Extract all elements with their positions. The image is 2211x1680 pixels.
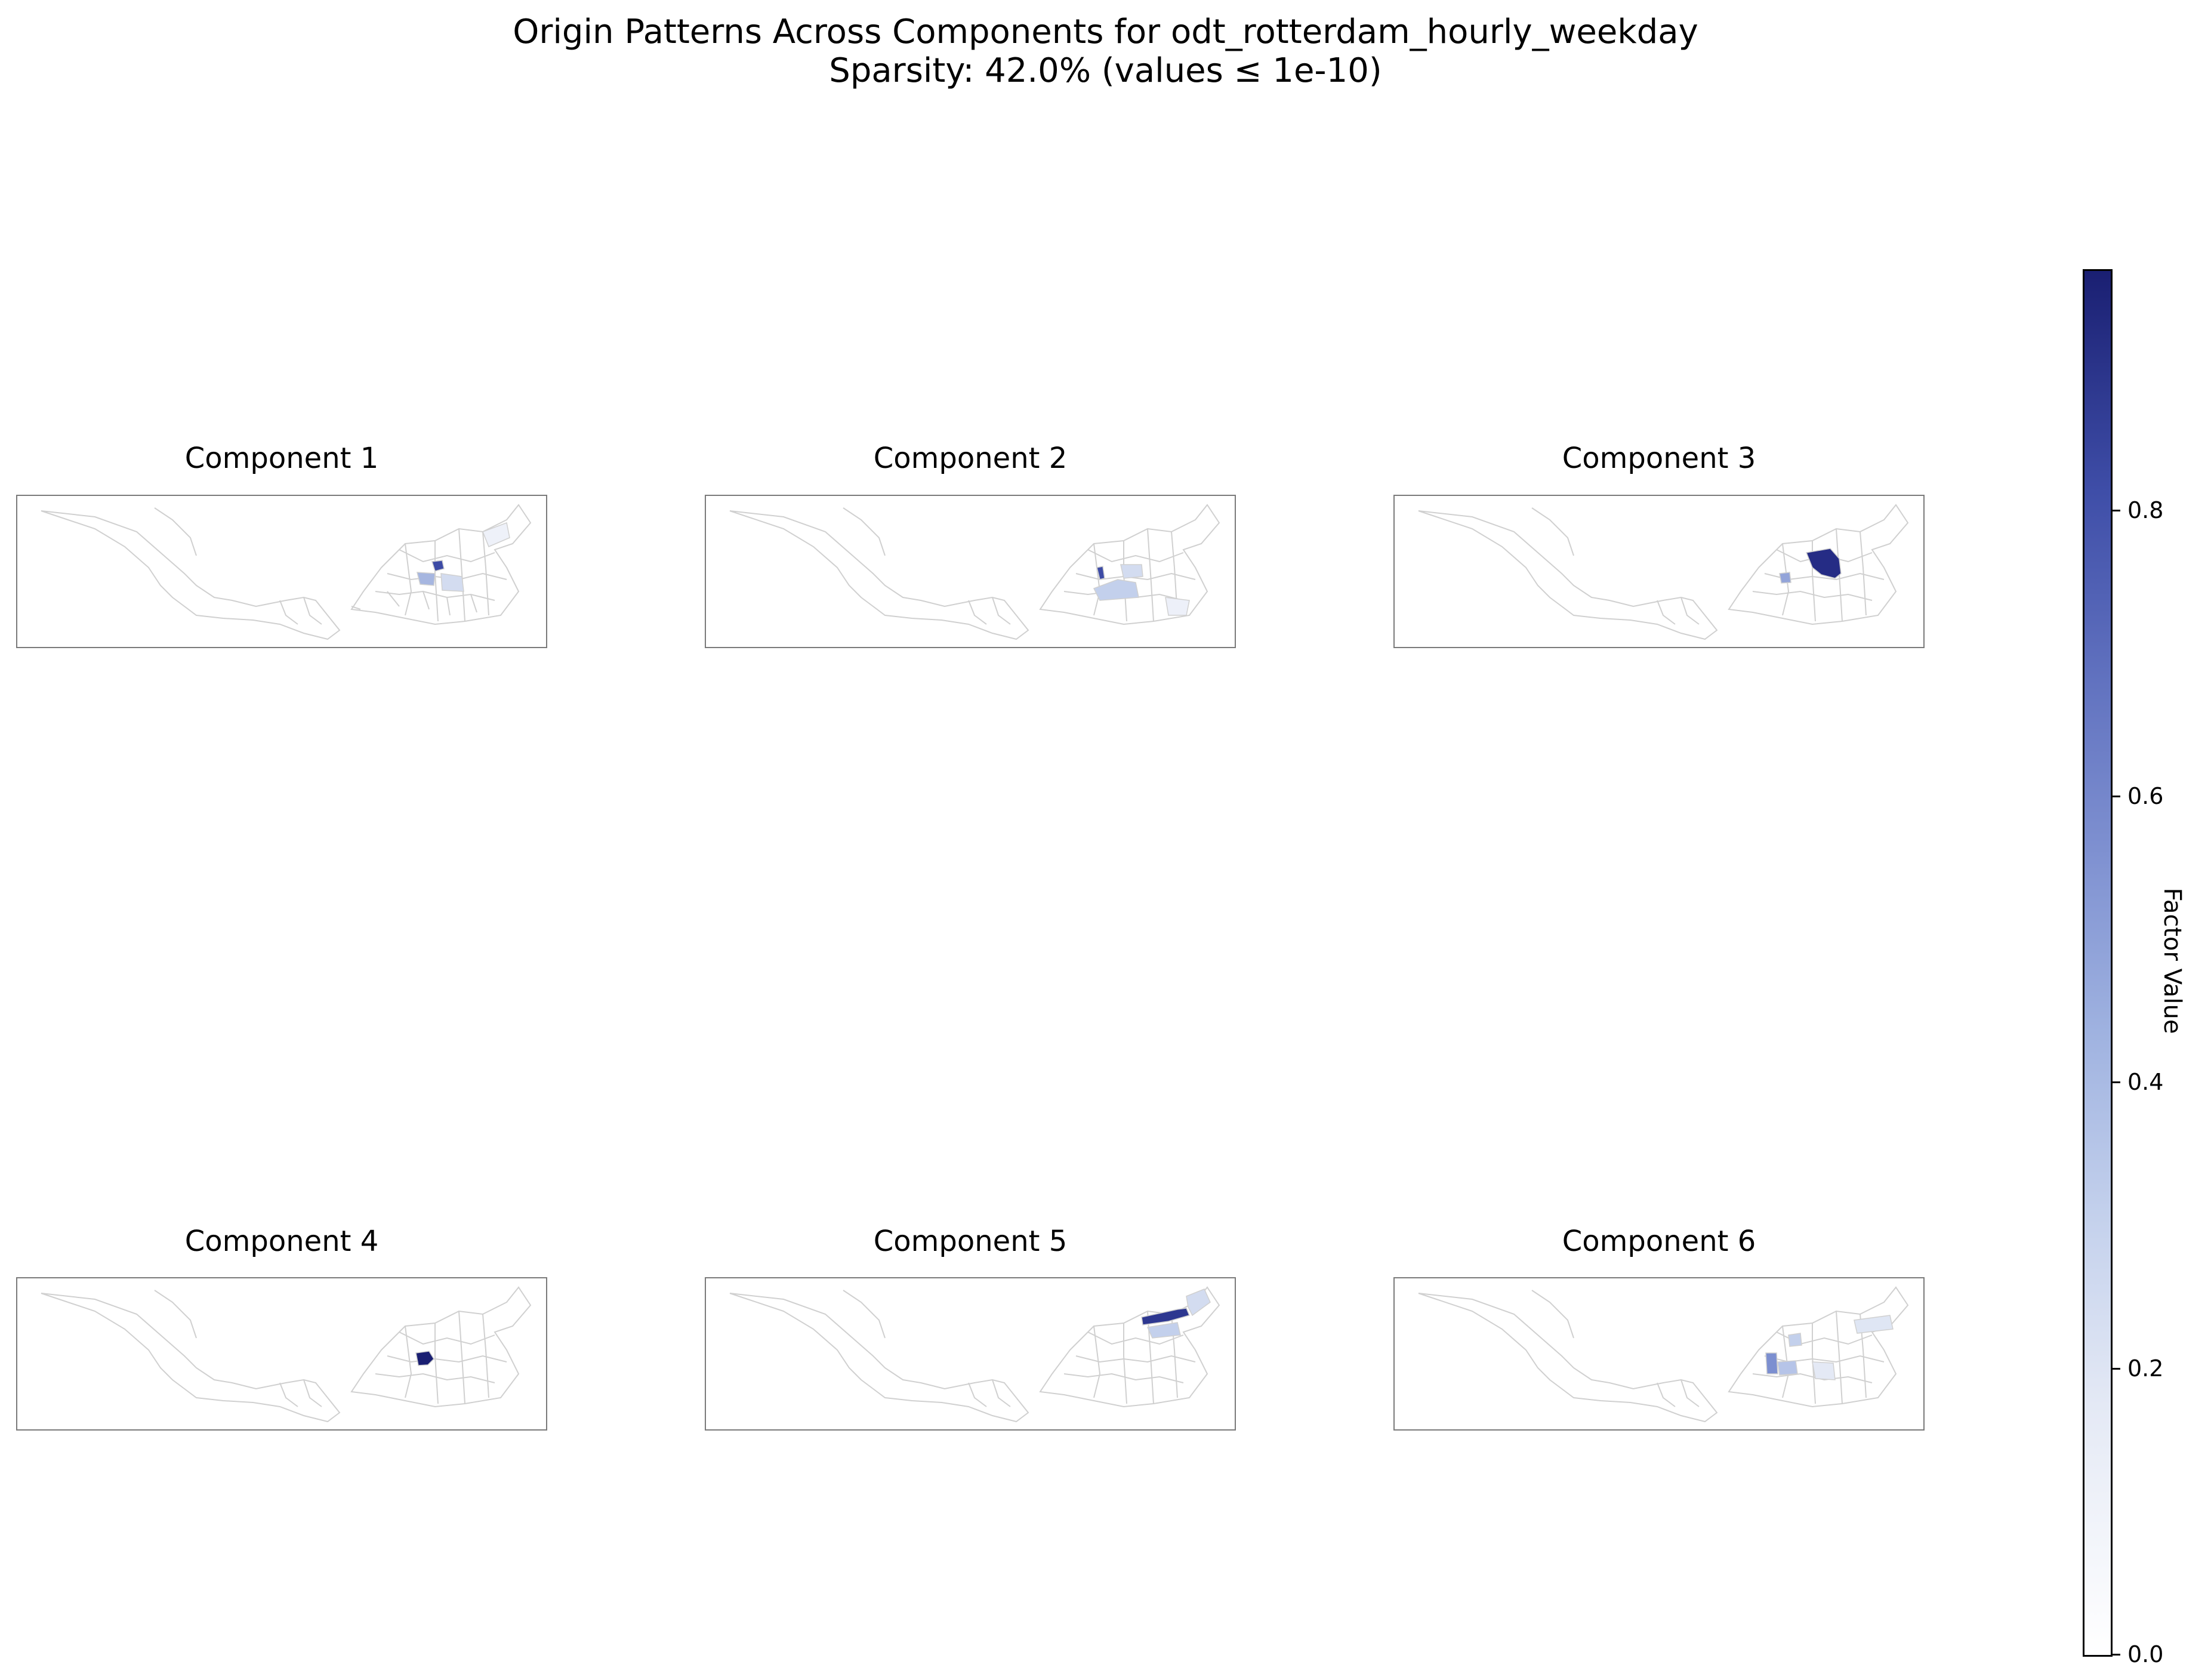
map-1 <box>41 504 532 640</box>
colorbar-ticklabel-4: 0.8 <box>2127 497 2164 523</box>
map-6 <box>1418 1286 1909 1423</box>
colorbar-tick-3 <box>2111 796 2120 797</box>
map-panel-2 <box>705 495 1236 648</box>
map-panel-4 <box>16 1277 547 1431</box>
panel-title-6: Component 6 <box>1562 1225 1756 1258</box>
figure-subtitle: Sparsity: 42.0% (values ≤ 1e-10) <box>829 51 1382 90</box>
map-panel-1 <box>16 495 547 648</box>
panel-title-4: Component 4 <box>184 1225 379 1258</box>
colorbar-ticklabel-0: 0.0 <box>2127 1641 2164 1667</box>
map-4 <box>41 1286 532 1423</box>
figure-title: Origin Patterns Across Components for od… <box>513 13 1698 51</box>
panel-title-1: Component 1 <box>184 442 379 475</box>
map-5 <box>729 1286 1220 1423</box>
colorbar-tick-0 <box>2111 1654 2120 1656</box>
panel-title-5: Component 5 <box>873 1225 1068 1258</box>
colorbar-ticklabel-2: 0.4 <box>2127 1069 2164 1095</box>
colorbar-ticklabel-3: 0.6 <box>2127 783 2164 809</box>
colorbar <box>2083 269 2113 1657</box>
colorbar-label: Factor Value <box>2158 887 2186 1034</box>
colorbar-tick-4 <box>2111 510 2120 511</box>
colorbar-tick-2 <box>2111 1081 2120 1083</box>
map-panel-5 <box>705 1277 1236 1431</box>
map-3 <box>1418 504 1909 640</box>
map-2 <box>729 504 1220 640</box>
colorbar-ticklabel-1: 0.2 <box>2127 1355 2164 1382</box>
map-panel-6 <box>1393 1277 1925 1431</box>
panel-title-3: Component 3 <box>1562 442 1756 475</box>
map-panel-3 <box>1393 495 1925 648</box>
panel-title-2: Component 2 <box>873 442 1068 475</box>
colorbar-tick-1 <box>2111 1368 2120 1370</box>
